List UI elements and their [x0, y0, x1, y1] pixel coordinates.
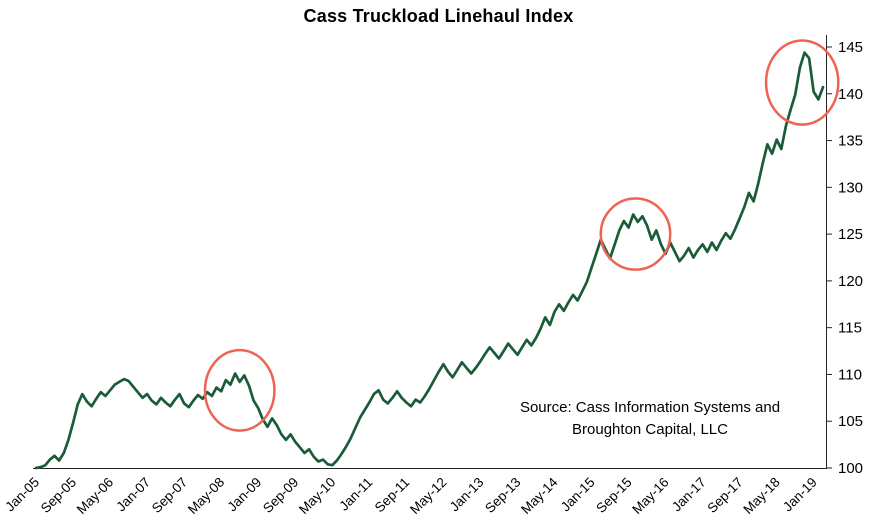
- x-axis-label: May-06: [74, 475, 116, 517]
- x-axis-label: Jan-11: [336, 475, 375, 514]
- x-axis-label: Jan-17: [669, 475, 709, 515]
- x-axis-label: Sep-09: [260, 475, 301, 516]
- source-note-line2: Broughton Capital, LLC: [572, 421, 728, 438]
- x-axis-label: Sep-15: [593, 475, 634, 516]
- y-axis-label: 120: [838, 273, 863, 290]
- source-note: Source: Cass Information Systems and Bro…: [495, 397, 805, 441]
- x-axis-label: Sep-17: [704, 475, 745, 516]
- x-axis-label: May-16: [629, 475, 671, 517]
- x-axis-label: May-18: [740, 475, 782, 517]
- y-axis-label: 135: [838, 133, 863, 150]
- y-axis-label: 110: [838, 366, 862, 383]
- x-axis-label: Jan-15: [558, 475, 598, 515]
- x-axis-label: Jan-19: [780, 475, 820, 515]
- y-axis-label: 100: [838, 460, 863, 477]
- x-axis-label: May-12: [407, 475, 449, 517]
- x-axis-label: Sep-07: [149, 475, 190, 516]
- x-axis-label: May-10: [296, 475, 338, 517]
- index-line-series: [34, 51, 825, 470]
- highlight-circle-annotation: [764, 39, 840, 126]
- highlight-circle-annotation: [203, 348, 276, 432]
- y-axis-label: 115: [838, 320, 862, 337]
- x-axis-label: Sep-11: [372, 475, 413, 516]
- x-axis-label: Jan-13: [447, 475, 487, 515]
- highlight-circle-annotation: [599, 197, 672, 271]
- y-axis-label: 130: [838, 179, 863, 196]
- x-axis-label: Sep-05: [38, 475, 79, 516]
- y-axis-label: 145: [838, 39, 863, 56]
- x-axis-label: Jan-07: [113, 475, 153, 515]
- source-note-line1: Source: Cass Information Systems and: [519, 399, 781, 416]
- chart-title: Cass Truckload Linehaul Index: [303, 6, 574, 26]
- x-axis-label: May-14: [518, 474, 561, 517]
- x-axis-label: Sep-13: [482, 475, 523, 516]
- x-axis-label: Jan-09: [225, 475, 265, 515]
- y-axis-label: 125: [838, 226, 863, 243]
- x-axis-label: May-08: [185, 475, 227, 517]
- y-axis-label: 105: [838, 413, 863, 430]
- x-axis-label: Jan-05: [2, 475, 42, 515]
- y-axis-label: 140: [838, 86, 863, 103]
